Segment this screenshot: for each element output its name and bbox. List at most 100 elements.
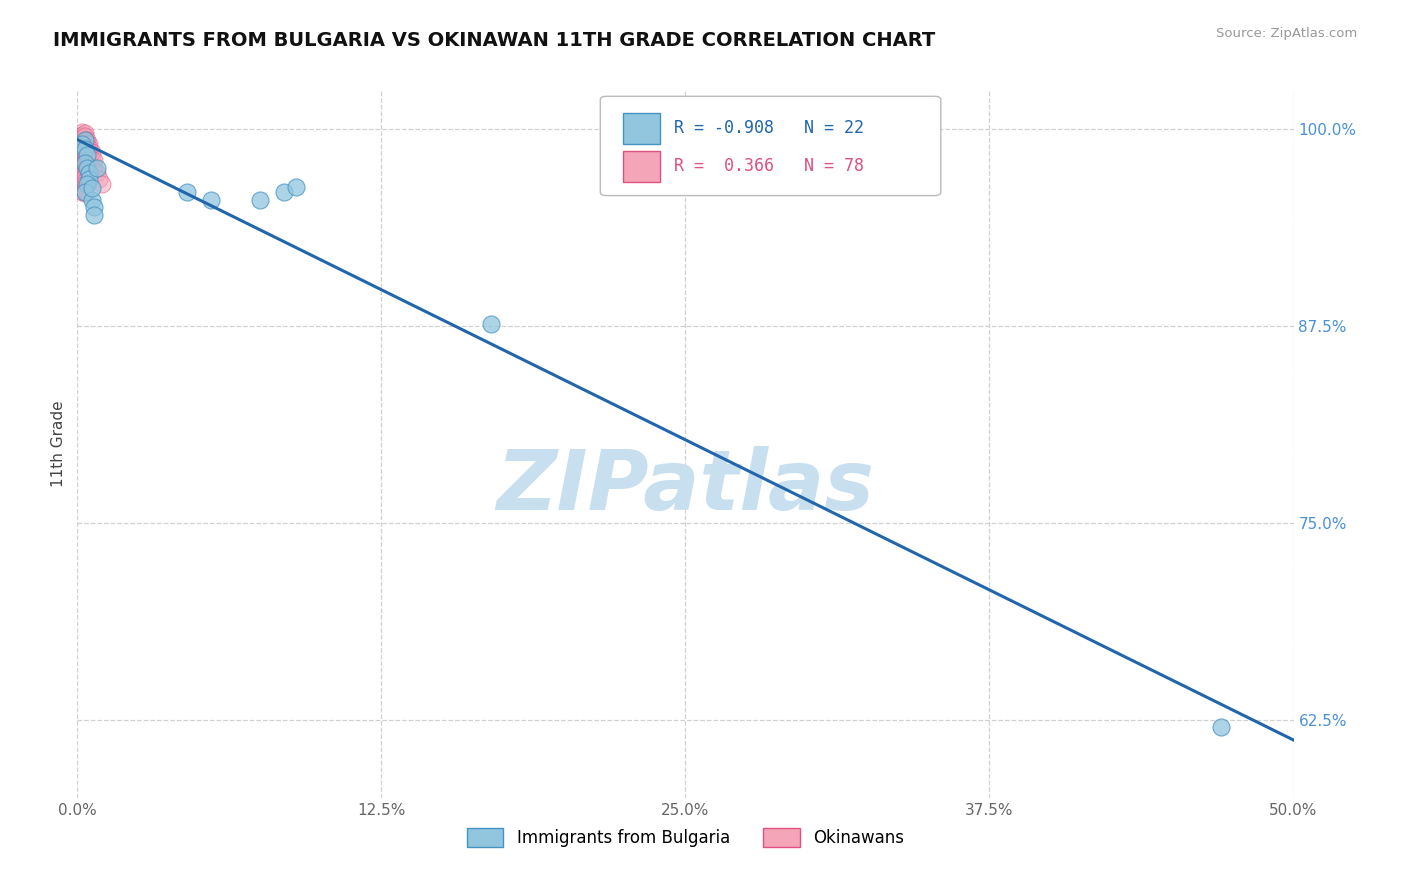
Point xyxy=(70,125,93,139)
Point xyxy=(79,172,101,186)
Point xyxy=(73,133,96,147)
Point xyxy=(80,153,103,167)
Point xyxy=(79,153,101,167)
Point xyxy=(76,161,98,175)
Point xyxy=(80,181,103,195)
Point xyxy=(79,146,101,161)
Point xyxy=(1209,720,1232,734)
Point xyxy=(79,140,101,154)
Point xyxy=(76,136,98,150)
Point xyxy=(83,153,105,167)
Point xyxy=(73,126,96,140)
Point xyxy=(69,129,91,144)
Text: Source: ZipAtlas.com: Source: ZipAtlas.com xyxy=(1216,27,1357,40)
Point xyxy=(69,142,91,156)
Point xyxy=(76,145,98,160)
Point xyxy=(73,145,96,160)
Point xyxy=(70,153,93,167)
Point xyxy=(70,172,93,186)
Point xyxy=(70,181,93,195)
Point xyxy=(69,154,91,169)
Point xyxy=(73,129,96,144)
Point xyxy=(70,160,93,174)
Point xyxy=(76,148,98,162)
Point xyxy=(76,152,98,166)
Point xyxy=(76,158,98,172)
Point xyxy=(70,146,93,161)
Point xyxy=(70,131,93,145)
Point xyxy=(249,193,271,207)
Point xyxy=(76,142,98,156)
Point xyxy=(69,152,91,166)
Point xyxy=(70,156,93,170)
Point xyxy=(70,128,93,142)
Point xyxy=(70,166,93,180)
Point xyxy=(76,161,98,175)
Text: R =  0.366   N = 78: R = 0.366 N = 78 xyxy=(675,158,865,176)
Point xyxy=(73,148,96,162)
Point xyxy=(70,150,93,164)
Point xyxy=(79,166,101,180)
Point xyxy=(70,169,93,183)
Point xyxy=(73,142,96,156)
Point xyxy=(70,178,93,193)
Point xyxy=(83,161,105,175)
Point xyxy=(79,156,101,170)
Point xyxy=(69,133,91,147)
Point xyxy=(73,177,96,191)
Point xyxy=(76,148,98,162)
Point xyxy=(73,142,96,156)
Point xyxy=(73,136,96,150)
Point xyxy=(73,167,96,181)
Point xyxy=(79,144,101,158)
Point xyxy=(70,185,93,199)
Point xyxy=(76,177,98,191)
Point xyxy=(73,185,96,199)
Point xyxy=(76,154,98,169)
Point xyxy=(83,200,105,214)
Y-axis label: 11th Grade: 11th Grade xyxy=(51,401,66,487)
Point xyxy=(89,172,111,186)
Point xyxy=(273,185,295,199)
Point xyxy=(70,137,93,152)
Point xyxy=(73,186,96,201)
FancyBboxPatch shape xyxy=(600,96,941,195)
Point xyxy=(79,137,101,152)
Point xyxy=(76,133,98,147)
Point xyxy=(70,162,93,177)
Point xyxy=(73,161,96,175)
Point xyxy=(285,180,308,194)
Text: ZIPatlas: ZIPatlas xyxy=(496,446,875,527)
Point xyxy=(79,160,101,174)
Point xyxy=(69,148,91,162)
Point xyxy=(86,161,108,175)
Bar xyxy=(623,112,659,144)
Text: R = -0.908   N = 22: R = -0.908 N = 22 xyxy=(675,120,865,137)
Point xyxy=(70,134,93,148)
Point xyxy=(80,161,103,175)
Point xyxy=(76,139,98,153)
Point xyxy=(79,150,101,164)
Point xyxy=(69,158,91,172)
Point xyxy=(73,133,96,147)
Point xyxy=(479,317,502,331)
Point xyxy=(90,177,112,191)
Legend: Immigrants from Bulgaria, Okinawans: Immigrants from Bulgaria, Okinawans xyxy=(460,822,911,854)
Bar xyxy=(623,151,659,182)
Point xyxy=(73,170,96,185)
Point xyxy=(80,193,103,207)
Point xyxy=(73,180,96,194)
Point xyxy=(70,144,93,158)
Point xyxy=(70,140,93,154)
Point xyxy=(200,193,222,207)
Point xyxy=(73,158,96,172)
Point xyxy=(79,166,101,180)
Point xyxy=(86,166,108,180)
Point xyxy=(69,145,91,160)
Point xyxy=(73,156,96,170)
Point xyxy=(69,139,91,153)
Point xyxy=(176,185,198,199)
Point xyxy=(73,183,96,197)
Point xyxy=(69,136,91,150)
Point xyxy=(73,164,96,178)
